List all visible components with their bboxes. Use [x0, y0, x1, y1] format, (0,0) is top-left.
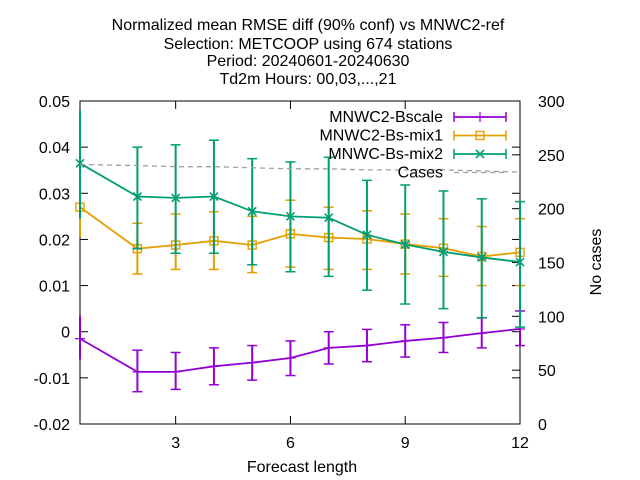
x-axis: 3 6 9 12 — [171, 101, 529, 452]
title-line-2: Selection: METCOOP using 674 stations — [164, 36, 453, 53]
y-axis: -0.02 -0.01 0 0.01 0.02 0.03 0.04 0.05 — [34, 94, 520, 434]
x-axis-label: Forecast length — [247, 459, 357, 476]
data-point — [170, 366, 181, 377]
data-point — [285, 353, 296, 364]
y-tick-label: 0.04 — [39, 140, 70, 157]
data-point — [362, 230, 372, 240]
data-point — [438, 332, 449, 343]
data-point — [361, 340, 372, 351]
series-line — [79, 163, 521, 173]
data-point — [324, 213, 334, 223]
y2-tick-label: 150 — [538, 256, 565, 273]
data-point — [75, 158, 85, 168]
x-tick-label: 12 — [511, 435, 529, 452]
y-tick-label: 0.02 — [39, 232, 70, 249]
legend-marker — [475, 130, 485, 141]
error-bar — [170, 144, 181, 255]
legend-label: MNWC2-Bscale — [329, 109, 443, 126]
y2-axis-label: No cases — [588, 229, 605, 296]
x-tick-label: 3 — [171, 435, 180, 452]
series-mnwc2-bscale — [75, 310, 525, 393]
series-line — [79, 328, 521, 373]
y-tick-label: 0.03 — [39, 186, 70, 203]
series-line — [79, 162, 521, 263]
error-bar — [438, 190, 449, 310]
data-point — [285, 211, 296, 221]
y-tick-label: 0.01 — [39, 279, 70, 296]
y-tick-label: -0.02 — [34, 417, 71, 434]
data-point — [171, 193, 181, 203]
y2-tick-label: 250 — [538, 148, 565, 165]
data-point — [400, 335, 411, 346]
series-mnwc-bs-mix2 — [75, 110, 525, 328]
y2-tick-label: 0 — [538, 417, 547, 434]
title-line-4: Td2m Hours: 00,03,...,21 — [220, 71, 397, 88]
legend-entry: MNWC-Bs-mix2 — [328, 146, 507, 163]
legend-entry: MNWC2-Bs-mix1 — [319, 128, 507, 145]
title-line-3: Period: 20240601-20240630 — [207, 53, 410, 70]
series-cases — [79, 163, 521, 173]
series-mnwc2-bs-mix1 — [75, 177, 525, 287]
data-point — [247, 357, 258, 368]
data-point — [132, 366, 143, 377]
legend-label: MNWC-Bs-mix2 — [328, 146, 443, 163]
y-tick-label: 0 — [61, 325, 70, 342]
y-tick-label: -0.01 — [34, 371, 71, 388]
chart-title: Normalized mean RMSE diff (90% conf) vs … — [112, 17, 505, 88]
data-point — [132, 191, 142, 202]
y2-tick-label: 50 — [538, 363, 556, 380]
legend-marker — [475, 112, 485, 122]
error-bar — [132, 146, 143, 250]
x-tick-label: 6 — [286, 435, 295, 452]
data-point — [515, 257, 525, 267]
y2-axis: 0 50 100 150 200 250 300 — [512, 94, 565, 434]
y2-tick-label: 200 — [538, 202, 565, 219]
legend-entry: Cases — [398, 165, 506, 182]
data-point — [477, 252, 487, 262]
data-point — [323, 342, 334, 353]
y2-tick-label: 100 — [538, 309, 565, 326]
data-point — [247, 206, 257, 216]
x-tick-label: 9 — [401, 435, 410, 452]
legend-marker — [475, 149, 485, 159]
data-point — [75, 333, 85, 344]
y-tick-label: 0.05 — [39, 94, 70, 111]
legend-entry: MNWC2-Bscale — [329, 109, 507, 126]
legend-label: MNWC2-Bs-mix1 — [319, 128, 443, 145]
title-line-1: Normalized mean RMSE diff (90% conf) vs … — [112, 17, 505, 34]
data-point — [208, 361, 219, 372]
data-point — [438, 247, 449, 257]
series-layer — [75, 110, 525, 393]
series-line — [79, 206, 521, 258]
data-point — [209, 191, 219, 202]
error-bar — [515, 200, 525, 328]
y2-tick-label: 300 — [538, 94, 565, 111]
legend-label: Cases — [398, 165, 443, 182]
data-point — [400, 239, 410, 250]
data-point — [476, 328, 487, 339]
